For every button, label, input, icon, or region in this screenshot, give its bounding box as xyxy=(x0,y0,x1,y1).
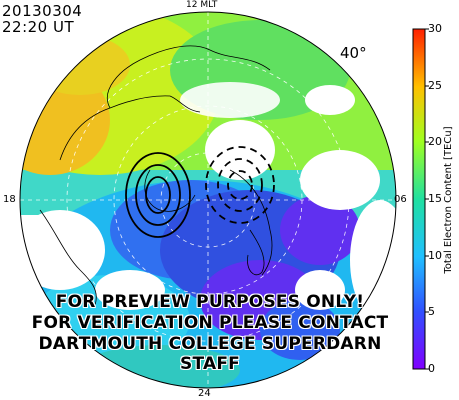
watermark-line-2: FOR VERIFICATION PLEASE CONTACT xyxy=(31,313,389,333)
mlt-label-top: 12 MLT xyxy=(186,0,218,10)
time-label: 22:20 UT xyxy=(2,18,75,36)
colorbar-label: Total Electron Content [TECu] xyxy=(443,126,454,274)
latitude-label: 40° xyxy=(340,44,367,62)
colorbar-tick: 25 xyxy=(428,79,442,92)
mlt-label-bottom: 24 xyxy=(198,388,211,399)
colorbar-tick: 20 xyxy=(428,135,442,148)
colorbar-tick: 5 xyxy=(428,305,435,318)
map-border xyxy=(19,11,397,389)
colorbar-tick: 15 xyxy=(428,192,442,205)
watermark-line-3: DARTMOUTH COLLEGE SUPERDARN STAFF xyxy=(38,334,382,374)
date-label: 20130304 xyxy=(2,2,83,20)
colorbar-tick: 30 xyxy=(428,22,442,35)
colorbar-tick: 0 xyxy=(428,362,435,375)
mlt-label-right: 06 xyxy=(394,194,407,205)
colorbar xyxy=(412,28,426,370)
watermark-line-1: FOR PREVIEW PURPOSES ONLY! xyxy=(55,292,365,312)
mlt-label-left: 18 xyxy=(3,194,16,205)
colorbar-tick: 10 xyxy=(428,249,442,262)
